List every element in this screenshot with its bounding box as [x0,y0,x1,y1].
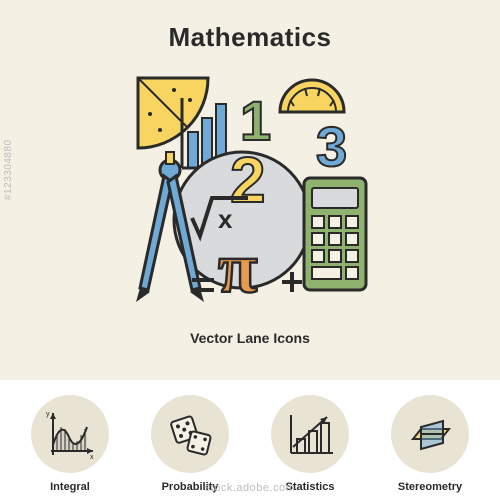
icon-cell-integral: x y Integral [15,395,125,493]
numeral-3-icon: 3 [316,115,347,178]
main-illustration: 1 2 3 x π [130,70,370,310]
plus-symbol-icon [282,272,302,292]
pi-symbol-icon: π [218,228,257,308]
numeral-1-icon: 1 [240,89,271,152]
page-title: Mathematics [0,0,500,53]
ruler-protractor-top-icon [280,80,344,112]
icon-cell-stereometry: Stereometry [375,395,485,493]
svg-text:x: x [90,454,94,461]
probability-icon [151,395,229,473]
stereometry-icon [391,395,469,473]
numeral-2-icon: 2 [230,144,266,216]
svg-text:y: y [46,411,50,418]
main-panel: Mathematics [0,0,500,380]
integral-icon: x y [31,395,109,473]
icon-cell-probability: Probability [135,395,245,493]
icon-cell-statistics: Statistics [255,395,365,493]
subtitle: Vector Lane Icons [0,330,500,346]
statistics-icon [271,395,349,473]
watermark-id: #123304880 [3,139,14,200]
calculator-icon [304,178,366,290]
watermark-source: stock.adobe.com [0,482,500,494]
